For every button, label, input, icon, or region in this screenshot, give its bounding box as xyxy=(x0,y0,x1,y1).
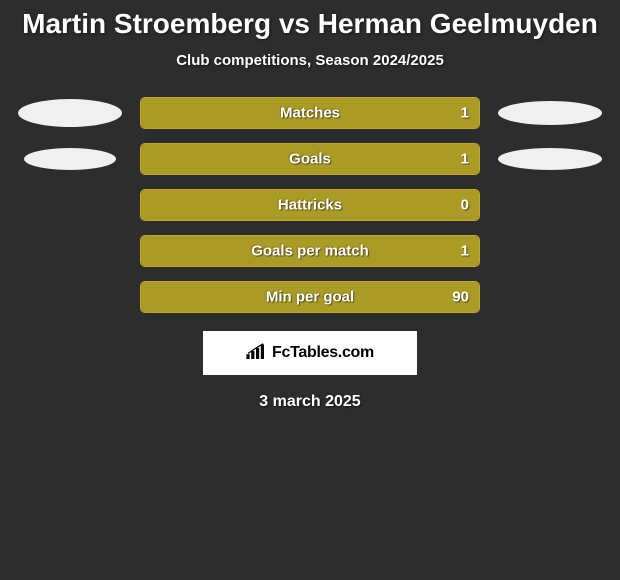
player-right-indicator xyxy=(498,101,602,125)
stat-row: Hattricks 0 xyxy=(0,189,620,221)
logo-text: FcTables.com xyxy=(272,344,374,362)
player-left-indicator xyxy=(24,148,116,170)
chart-icon xyxy=(246,343,266,364)
stat-row: Goals 1 xyxy=(0,143,620,175)
stat-value: 1 xyxy=(461,105,469,122)
left-indicator-slot xyxy=(18,191,122,219)
stat-label: Goals per match xyxy=(251,243,369,260)
right-indicator-slot xyxy=(498,99,602,127)
fctables-logo[interactable]: FcTables.com xyxy=(203,331,417,375)
left-indicator-slot xyxy=(18,237,122,265)
stat-label: Min per goal xyxy=(266,289,354,306)
page-subtitle: Club competitions, Season 2024/2025 xyxy=(0,52,620,69)
stat-bar: Goals per match 1 xyxy=(140,235,480,267)
stat-value: 1 xyxy=(461,243,469,260)
date-text: 3 march 2025 xyxy=(0,393,620,411)
stat-bar: Matches 1 xyxy=(140,97,480,129)
left-indicator-slot xyxy=(18,99,122,127)
player-left-indicator xyxy=(18,99,122,127)
left-indicator-slot xyxy=(18,283,122,311)
right-indicator-slot xyxy=(498,237,602,265)
right-indicator-slot xyxy=(498,283,602,311)
left-indicator-slot xyxy=(18,145,122,173)
stat-value: 1 xyxy=(461,151,469,168)
stats-container: Matches 1 Goals 1 Hattricks 0 Goals per match 1… xyxy=(0,97,620,313)
stat-row: Goals per match 1 xyxy=(0,235,620,267)
stat-label: Hattricks xyxy=(278,197,342,214)
right-indicator-slot xyxy=(498,145,602,173)
stat-label: Matches xyxy=(280,105,340,122)
stat-bar: Goals 1 xyxy=(140,143,480,175)
page-title: Martin Stroemberg vs Herman Geelmuyden xyxy=(0,0,620,52)
stat-value: 0 xyxy=(461,197,469,214)
stat-bar: Hattricks 0 xyxy=(140,189,480,221)
right-indicator-slot xyxy=(498,191,602,219)
player-right-indicator xyxy=(498,148,602,170)
stat-row: Matches 1 xyxy=(0,97,620,129)
stat-value: 90 xyxy=(452,289,469,306)
stat-row: Min per goal 90 xyxy=(0,281,620,313)
stat-bar: Min per goal 90 xyxy=(140,281,480,313)
stat-label: Goals xyxy=(289,151,331,168)
